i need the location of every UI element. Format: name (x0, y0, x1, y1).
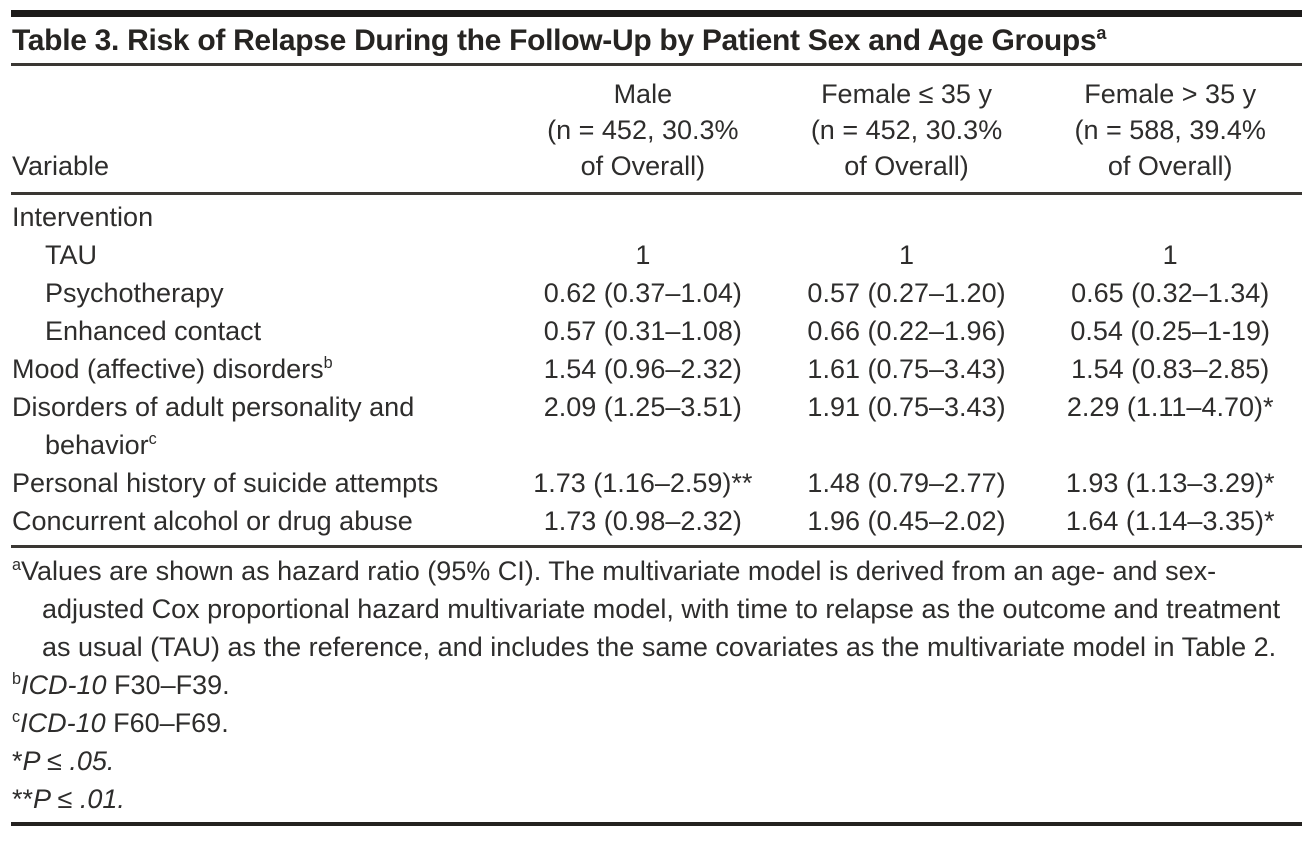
row-label: TAU (11, 236, 511, 274)
cell-value: 0.66 (0.22–1.96) (807, 316, 1006, 346)
row-label: Enhanced contact (11, 312, 511, 350)
cell-value: 0.54 (0.25–1-19) (1070, 316, 1270, 346)
cell-value: 1.64 (1.14–3.35)* (1065, 506, 1275, 536)
footnote-text: P ≤ .05. (22, 746, 115, 776)
column-header-male: Male (n = 452, 30.3% of Overall) (511, 76, 775, 184)
column-header-female-gt35: Female > 35 y (n = 588, 39.4% of Overall… (1038, 76, 1302, 184)
row-label-text: Intervention (12, 202, 154, 232)
cell-value: 0.57 (0.27–1.20) (807, 278, 1006, 308)
cell-value: 1.61 (0.75–3.43) (807, 354, 1006, 384)
row-label: Mood (affective) disordersb (11, 350, 511, 388)
row-label: Concurrent alcohol or drug abuse (11, 502, 511, 540)
footnote-b: bICD-10 F30–F39. (11, 666, 1302, 704)
table-row: Personal history of suicide attempts 1.7… (11, 464, 1302, 502)
table-row: Psychotherapy 0.62 (0.37–1.04) 0.57 (0.2… (11, 274, 1302, 312)
row-label-text: Disorders of adult personality and (12, 392, 415, 422)
table-footnotes: aValues are shown as hazard ratio (95% C… (11, 548, 1302, 820)
footnote-marker: ** (12, 784, 34, 814)
footnote-italic-text: ICD-10 (21, 670, 107, 700)
table-row: TAU 1 1 1 (11, 236, 1302, 274)
row-label-text: Mood (affective) disorders (12, 354, 324, 384)
column-header-female-le35: Female ≤ 35 y (n = 452, 30.3% of Overall… (775, 76, 1039, 184)
title-divider-rule (11, 63, 1302, 66)
column-header-line: (n = 452, 30.3% (810, 115, 1003, 145)
row-label-text: TAU (45, 240, 97, 270)
column-header-line: of Overall) (580, 151, 706, 181)
table-top-rule (11, 10, 1302, 17)
row-footnote-marker: b (323, 354, 333, 372)
cell-value: 1.91 (0.75–3.43) (807, 392, 1006, 422)
row-label-text: Personal history of suicide attempts (12, 468, 439, 498)
cell-value: 0.57 (0.31–1.08) (543, 316, 742, 346)
column-header-line: of Overall) (844, 151, 969, 181)
header-divider-rule (11, 192, 1302, 195)
column-header-line: (n = 452, 30.3% (547, 115, 739, 145)
table-row: Concurrent alcohol or drug abuse 1.73 (0… (11, 502, 1302, 540)
cell-value: 1 (898, 240, 915, 270)
table-bottom-rule (11, 822, 1302, 826)
column-header-line: Male (613, 79, 673, 109)
table-row: Enhanced contact 0.57 (0.31–1.08) 0.66 (… (11, 312, 1302, 350)
table-header-row: Variable Male (n = 452, 30.3% of Overall… (11, 66, 1302, 192)
column-header-line: Female > 35 y (1084, 79, 1257, 109)
footnote-a: aValues are shown as hazard ratio (95% C… (11, 552, 1302, 666)
row-label: Intervention (11, 198, 511, 236)
cell-value: 2.29 (1.11–4.70)* (1066, 392, 1274, 422)
table-title-footnote-marker: a (1096, 23, 1107, 43)
footnote-marker: a (12, 556, 22, 574)
cell-value: 1.54 (0.96–2.32) (543, 354, 742, 384)
cell-value: 2.09 (1.25–3.51) (543, 392, 742, 422)
footnote-text: Values are shown as hazard ratio (95% CI… (21, 556, 1281, 662)
table-title-text: Table 3. Risk of Relapse During the Foll… (12, 24, 1097, 57)
cell-value: 1.96 (0.45–2.02) (807, 506, 1006, 536)
row-label: Disorders of adult personality and behav… (11, 388, 511, 464)
cell-value: 0.62 (0.37–1.04) (543, 278, 742, 308)
footnote-c: cICD-10 F60–F69. (11, 704, 1302, 742)
footnote-p05: *P ≤ .05. (11, 742, 1302, 780)
table-body: Intervention TAU 1 1 1 Psychotherapy 0.6… (11, 195, 1302, 545)
footnote-marker: c (12, 708, 21, 726)
row-label-text: Enhanced contact (45, 316, 262, 346)
row-label-text: behavior (45, 430, 149, 460)
footnote-italic-text: ICD-10 (20, 708, 106, 738)
table-row: Intervention (11, 198, 1302, 236)
cell-value: 0.65 (0.32–1.34) (1071, 278, 1270, 308)
table-row: Mood (affective) disordersb 1.54 (0.96–2… (11, 350, 1302, 388)
cell-value: 1.73 (1.16–2.59)** (533, 468, 753, 498)
table-title: Table 3. Risk of Relapse During the Foll… (12, 19, 1302, 63)
footnote-p01: **P ≤ .01. (11, 780, 1302, 818)
cell-value: 1 (635, 240, 651, 270)
footnote-text: P ≤ .01. (33, 784, 125, 814)
variable-header-label: Variable (12, 151, 110, 181)
cell-value: 1.93 (1.13–3.29)* (1065, 468, 1275, 498)
table-row: Disorders of adult personality and behav… (11, 388, 1302, 464)
cell-value: 1.48 (0.79–2.77) (807, 468, 1006, 498)
column-header-line: Female ≤ 35 y (821, 79, 992, 109)
cell-value: 1 (1162, 240, 1178, 270)
column-header-variable: Variable (11, 76, 511, 184)
row-label-text: Psychotherapy (45, 278, 224, 308)
row-label: Psychotherapy (11, 274, 511, 312)
row-label-continuation: behaviorc (12, 426, 511, 464)
column-header-line: of Overall) (1107, 151, 1233, 181)
column-header-line: (n = 588, 39.4% (1074, 115, 1266, 145)
footnote-marker: * (12, 746, 23, 776)
cell-value: 1.73 (0.98–2.32) (543, 506, 742, 536)
body-divider-rule (11, 545, 1302, 548)
footnote-text: F60–F69. (105, 708, 229, 738)
row-footnote-marker: c (148, 430, 157, 448)
row-label-text: Concurrent alcohol or drug abuse (12, 506, 413, 536)
footnote-text: F30–F39. (106, 670, 230, 700)
cell-value: 1.54 (0.83–2.85) (1071, 354, 1270, 384)
row-label: Personal history of suicide attempts (11, 464, 511, 502)
footnote-marker: b (12, 670, 22, 688)
